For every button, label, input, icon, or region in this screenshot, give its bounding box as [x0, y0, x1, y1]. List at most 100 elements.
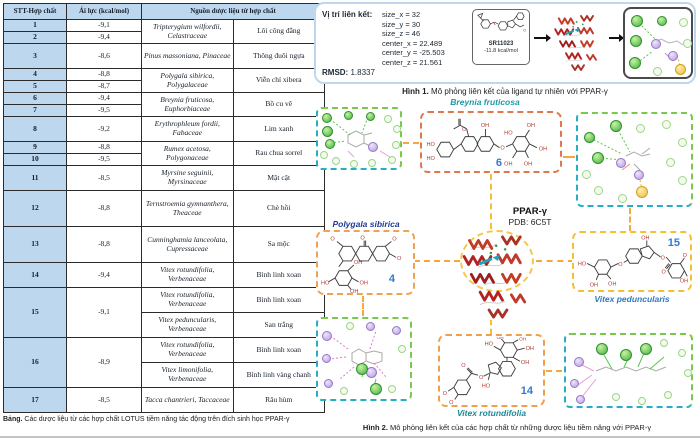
- table-row: 17 -8,5 Tacca chantrieri, Taccaceae Râu …: [3, 387, 325, 413]
- rmsd-value: 1.8337: [350, 68, 375, 77]
- param-size-y: size_y = 30: [382, 19, 421, 29]
- table-row: 7 -9,5: [3, 104, 325, 117]
- cell-plant: Bình linh xoan: [232, 337, 325, 363]
- residue-circle: [346, 322, 354, 330]
- cell-plant: Mật cật: [232, 165, 325, 191]
- svg-text:OH: OH: [680, 279, 688, 285]
- cell-plant: Bình linh vàng chanh: [232, 362, 325, 388]
- protein-target-label: PPAR-γ PDB: 6C5T: [480, 206, 580, 228]
- svg-text:O: O: [462, 127, 467, 133]
- svg-text:OH: OH: [481, 123, 489, 129]
- compound-number: 15: [667, 237, 680, 249]
- table-row: 14 -9,4 Vitex rotundifolia, Verbenaceae …: [3, 262, 325, 288]
- cell-stt: 4: [3, 68, 67, 81]
- residue-circle: [638, 397, 646, 405]
- cell-plant: Lim xanh: [232, 116, 325, 142]
- residue-circle: [668, 51, 678, 61]
- cell-affinity: -8,5: [66, 165, 142, 191]
- cell-stt: 17: [3, 387, 67, 413]
- cell-source: Tacca chantrieri, Taccaceae: [141, 387, 234, 413]
- residue-circle: [320, 151, 328, 159]
- svg-text:O: O: [360, 236, 365, 242]
- residue-circle: [340, 387, 348, 395]
- interaction-diagram-native-ligand: [623, 7, 693, 79]
- figure1-panel: Vị trí liên kết: size_x = 32 size_y = 30…: [314, 2, 696, 84]
- connector-dashed: [546, 370, 562, 372]
- header-source: Nguồn dược liệu từ hợp chất: [141, 3, 325, 20]
- protein-ribbon: [554, 15, 597, 71]
- cell-plant: Bồ cu vẽ: [232, 92, 325, 117]
- svg-text:OH: OH: [524, 161, 532, 167]
- table-row: 3 -8,6 Pinus massoniana, Pinaceae Thông …: [3, 43, 325, 69]
- cell-affinity: -9,2: [66, 116, 142, 142]
- residue-circle: [356, 363, 368, 375]
- residue-circle: [393, 125, 401, 133]
- residue-circle: [651, 39, 661, 49]
- residue-circle: [631, 15, 643, 27]
- cell-source: Vitex rotundifolia, Verbenaceae: [141, 262, 234, 288]
- svg-text:O: O: [683, 253, 688, 259]
- cell-plant: Thông đuôi ngựa: [232, 43, 325, 69]
- protein-name: PPAR-γ: [512, 206, 548, 217]
- residue-circle: [620, 349, 632, 361]
- residue-circle: [570, 379, 579, 388]
- cell-stt: 16: [3, 337, 67, 388]
- residue-circle: [366, 112, 375, 121]
- cell-stt: 14: [3, 262, 67, 288]
- interaction-lines: [329, 116, 391, 158]
- connector-dashed: [362, 296, 364, 316]
- cell-plant: Viễn chí xibera: [232, 68, 325, 93]
- species-label-vitex-rotundifolia: Vitex rotundifolia: [456, 408, 527, 418]
- residue-circle: [636, 124, 645, 133]
- cell-stt: 5: [3, 80, 67, 93]
- cell-affinity: -8,8: [66, 141, 142, 154]
- protein-ribbon: [462, 235, 527, 319]
- cell-source: Vitex peduncularis, Verbenaceae: [141, 312, 234, 338]
- svg-text:OH: OH: [526, 346, 534, 352]
- svg-text:OH: OH: [608, 281, 616, 287]
- svg-text:O: O: [618, 262, 623, 268]
- bottom-divider: [0, 436, 700, 438]
- svg-text:O: O: [449, 400, 454, 406]
- cell-affinity: -9,5: [66, 153, 142, 166]
- figure2-caption-label: Hình 2.: [362, 423, 388, 432]
- residue-circle: [679, 18, 688, 27]
- residue-circle: [678, 138, 687, 147]
- connector-dashed: [536, 260, 574, 262]
- table-caption-text: Các dược liệu từ các hợp chất LOTUS tiềm…: [22, 416, 290, 423]
- interaction-lines: [577, 352, 667, 398]
- svg-text:HO: HO: [427, 156, 436, 162]
- compound-15-box: HO OH OH O OH O O O OH 15: [572, 231, 692, 292]
- cell-stt: 2: [3, 31, 67, 44]
- svg-text:OH: OH: [519, 337, 526, 342]
- species-label-vitex-peduncularis: Vitex peduncularis: [594, 294, 670, 304]
- svg-text:O: O: [461, 363, 466, 369]
- residue-circle: [322, 331, 332, 341]
- svg-text:HO: HO: [321, 281, 330, 287]
- param-size-x: size_x = 32: [382, 10, 421, 19]
- param-center-x: center_x = 22.489: [382, 38, 443, 48]
- compound-15-structure: HO OH OH O OH O O O OH: [578, 236, 688, 289]
- cell-stt: 1: [3, 19, 67, 32]
- cell-source: Breynia fruticosa, Euphorbiaceae: [141, 92, 234, 117]
- residue-circle: [640, 343, 652, 355]
- residue-circle: [634, 170, 644, 180]
- compound-number: 4: [388, 273, 395, 285]
- table-row: 15 -9,1 Vitex rotundifolia, Verbenaceae …: [3, 287, 325, 338]
- residue-circle: [344, 111, 353, 120]
- figure1-caption-label: Hình 1.: [402, 87, 429, 96]
- cell-stt: 9: [3, 141, 67, 154]
- interaction-diagram-compound-15: [576, 112, 693, 207]
- residue-circle: [350, 160, 358, 168]
- rmsd-line: RMSD: 1.8337: [322, 68, 375, 77]
- binding-site-circle: [460, 230, 534, 292]
- cell-plant: Chè hồi: [232, 190, 325, 227]
- residue-circle: [612, 393, 620, 401]
- svg-text:OH: OH: [354, 260, 362, 266]
- interaction-diagram-compound-14: [564, 333, 693, 408]
- param-center-z: center_z = 21.561: [382, 57, 443, 67]
